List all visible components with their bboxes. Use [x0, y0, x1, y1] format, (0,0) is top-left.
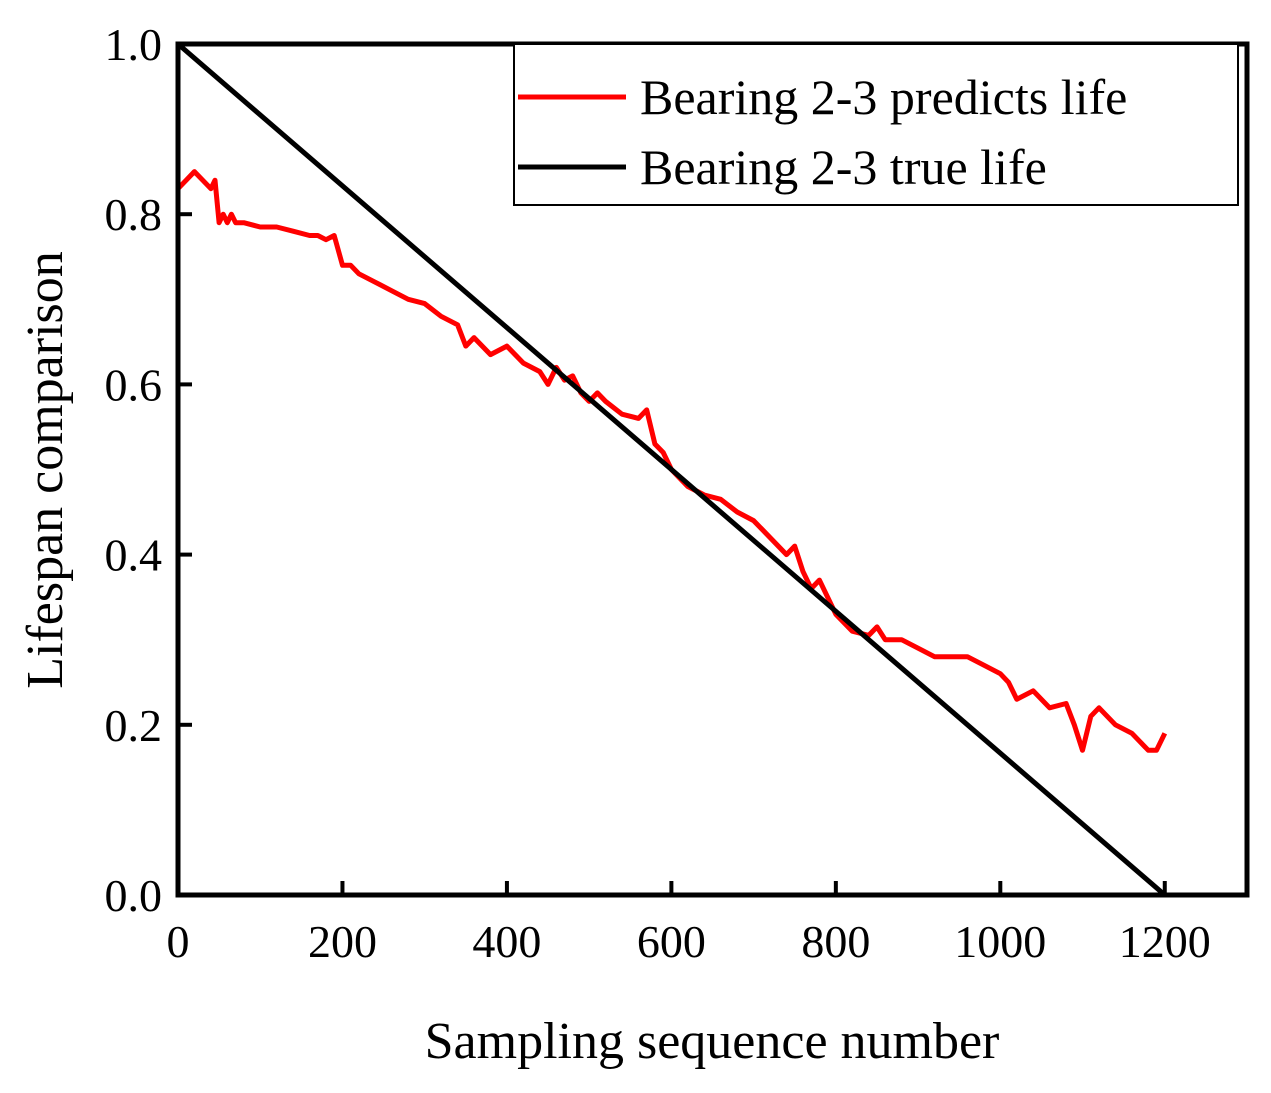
y-tick-label: 0.8: [105, 189, 163, 240]
x-tick-label: 400: [472, 916, 541, 967]
legend-box: [513, 43, 1239, 206]
x-tick-label: 0: [167, 916, 190, 967]
y-axis-title: Lifespan comparison: [17, 251, 74, 689]
x-tick-label: 200: [308, 916, 377, 967]
legend: Bearing 2-3 predicts life Bearing 2-3 tr…: [513, 43, 1239, 206]
y-tick-label: 0.6: [105, 359, 163, 410]
y-tick-label: 1.0: [105, 19, 163, 70]
x-tick-label: 800: [801, 916, 870, 967]
series-line-true: [178, 44, 1167, 895]
series-line-predicted: [178, 169, 1168, 753]
ticks-layer: 0 200 400 600 800 1000 1200 0.0 0.2 0.4 0.6 0.8 1.0: [105, 19, 1211, 967]
y-tick-label: 0.0: [105, 870, 163, 921]
y-tick-label: 0.4: [105, 530, 163, 581]
x-tick-label: 600: [637, 916, 706, 967]
x-tick-label: 1200: [1119, 916, 1211, 967]
x-tick-label: 1000: [954, 916, 1046, 967]
plot-area: [178, 44, 1168, 895]
y-tick-label: 0.2: [105, 700, 163, 751]
series-layer: [178, 44, 1168, 895]
legend-label-predicted: Bearing 2-3 predicts life: [640, 69, 1127, 125]
legend-label-true: Bearing 2-3 true life: [640, 139, 1047, 195]
x-axis-title: Sampling sequence number: [425, 1013, 1000, 1070]
